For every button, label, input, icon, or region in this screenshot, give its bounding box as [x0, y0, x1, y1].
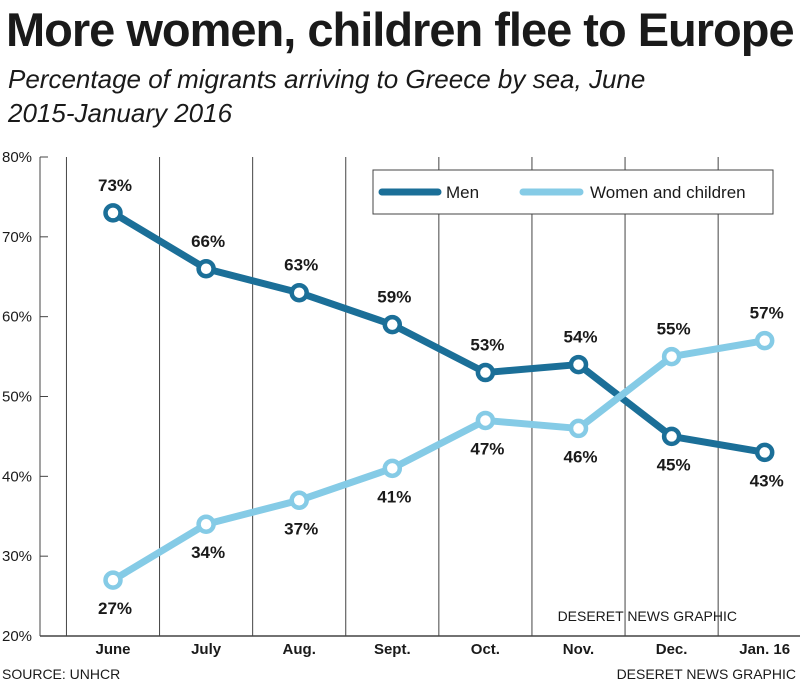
chart-subtitle: Percentage of migrants arriving to Greec… [8, 64, 646, 128]
x-tick-label: Nov. [563, 641, 594, 658]
series-men-point [289, 282, 309, 303]
series-women-children-data-label: 34% [191, 543, 225, 562]
series-men-point [196, 259, 216, 279]
y-tick-label: 40% [2, 468, 32, 485]
series-women-children-point [196, 514, 216, 534]
series-men-data-label: 53% [470, 336, 504, 355]
series-men-data-label: 45% [657, 455, 691, 474]
y-tick-label: 30% [2, 548, 32, 565]
series-women-children-data-label: 27% [98, 599, 132, 618]
series-women-children-point [661, 346, 682, 367]
series-women-children-point [382, 458, 403, 479]
x-tick-label: Jan. 16 [739, 641, 790, 658]
series-women-children-point [103, 570, 123, 590]
series-men-line [109, 209, 769, 456]
y-tick-label: 60% [2, 309, 32, 326]
x-tick-label: July [191, 641, 222, 658]
series-women-children-data-label: 57% [750, 304, 784, 323]
series-women-children-data-label: 46% [563, 447, 597, 466]
series-men-data-label: 54% [563, 328, 597, 347]
series-women-children-point [754, 330, 775, 351]
series-women-children-data-label: 41% [377, 487, 411, 506]
series-men-point [475, 362, 496, 383]
source-note: SOURCE: UNHCR [2, 666, 121, 682]
chart-title: More women, children flee to Europe [6, 3, 795, 56]
series-women-children-point [568, 418, 589, 439]
series-men-point [568, 354, 589, 375]
series-men-data-label: 63% [284, 256, 318, 275]
series-women-children-data-label: 55% [657, 320, 691, 339]
series-women-children-point [289, 490, 309, 511]
series-women-children-point [475, 410, 496, 431]
series-women-children-line [109, 337, 769, 584]
series-men-point [103, 203, 123, 223]
series-men-data-label: 59% [377, 288, 411, 307]
credit-note: DESERET NEWS GRAPHIC [616, 666, 796, 682]
series-men-point [661, 426, 682, 447]
watermark-text: DESERET NEWS GRAPHIC [558, 608, 737, 624]
legend-label-women-children: Women and children [590, 183, 746, 202]
series-men-point [382, 314, 403, 335]
series-men-data-label: 66% [191, 232, 225, 251]
legend-label-men: Men [446, 183, 479, 202]
series-women-children-data-label: 37% [284, 519, 318, 538]
x-tick-label: Oct. [471, 641, 500, 658]
x-tick-label: Aug. [283, 641, 316, 658]
x-tick-label: Sept. [374, 641, 411, 658]
series-men-point [754, 442, 775, 463]
x-tick-label: Dec. [656, 641, 688, 658]
series-women-children-data-label: 47% [470, 439, 504, 458]
y-tick-label: 80% [2, 149, 32, 166]
series-men-data-label: 73% [98, 176, 132, 195]
y-tick-label: 70% [2, 229, 32, 246]
y-tick-label: 20% [2, 628, 32, 645]
x-tick-label: June [95, 641, 130, 658]
y-tick-label: 50% [2, 389, 32, 406]
series-men-data-label: 43% [750, 471, 784, 490]
